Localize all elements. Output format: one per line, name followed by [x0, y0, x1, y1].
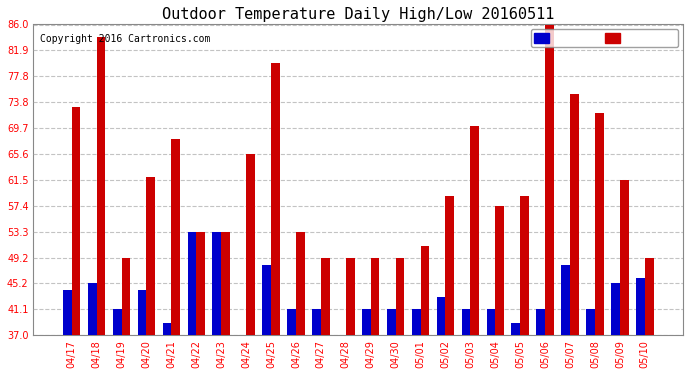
Bar	[562, 266, 570, 335]
Bar	[446, 196, 454, 335]
Text: Copyright 2016 Cartronics.com: Copyright 2016 Cartronics.com	[40, 34, 210, 44]
Bar	[72, 107, 81, 335]
Bar	[146, 177, 155, 335]
Bar	[213, 232, 221, 335]
Title: Outdoor Temperature Daily High/Low 20160511: Outdoor Temperature Daily High/Low 20160…	[162, 7, 555, 22]
Bar	[262, 266, 271, 335]
Bar	[97, 37, 106, 335]
Bar	[595, 113, 604, 335]
Bar	[387, 309, 395, 335]
Bar	[321, 258, 330, 335]
Bar	[371, 258, 380, 335]
Bar	[362, 309, 371, 335]
Bar	[346, 258, 355, 335]
Bar	[63, 290, 72, 335]
Bar	[611, 283, 620, 335]
Bar	[495, 206, 504, 335]
Bar	[138, 290, 146, 335]
Bar	[271, 63, 279, 335]
Bar	[462, 309, 471, 335]
Bar	[395, 258, 404, 335]
Bar	[586, 309, 595, 335]
Bar	[312, 309, 321, 335]
Bar	[112, 309, 121, 335]
Bar	[188, 232, 196, 335]
Bar	[88, 283, 97, 335]
Bar	[570, 94, 579, 335]
Bar	[163, 322, 171, 335]
Bar	[471, 126, 479, 335]
Bar	[420, 246, 429, 335]
Bar	[437, 297, 446, 335]
Bar	[246, 154, 255, 335]
Bar	[536, 309, 545, 335]
Bar	[486, 309, 495, 335]
Bar	[221, 232, 230, 335]
Bar	[121, 258, 130, 335]
Legend: Low  (°F), High  (°F): Low (°F), High (°F)	[531, 29, 678, 47]
Bar	[196, 232, 205, 335]
Bar	[412, 309, 420, 335]
Bar	[511, 322, 520, 335]
Bar	[545, 24, 554, 335]
Bar	[296, 232, 305, 335]
Bar	[287, 309, 296, 335]
Bar	[620, 180, 629, 335]
Bar	[171, 139, 180, 335]
Bar	[645, 258, 653, 335]
Bar	[520, 196, 529, 335]
Bar	[636, 278, 645, 335]
